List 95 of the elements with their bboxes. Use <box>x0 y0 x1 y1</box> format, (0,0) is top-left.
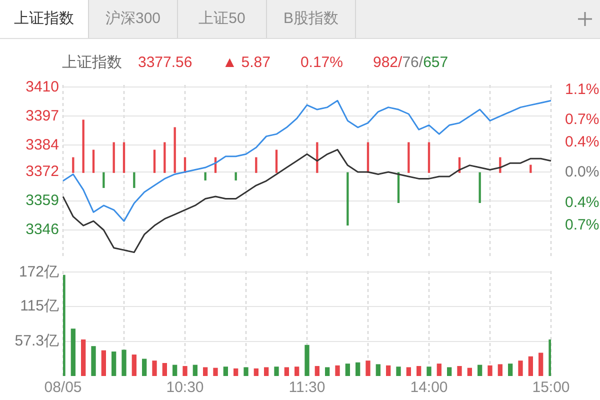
bar <box>426 366 432 376</box>
y-tick-label: 3372 <box>26 163 59 180</box>
bar <box>91 346 96 376</box>
bar <box>254 368 258 376</box>
bar <box>518 360 523 376</box>
text: 上证50 <box>178 0 267 38</box>
y-tick-label: 172亿 <box>18 263 59 280</box>
bar <box>408 142 410 173</box>
y-tick-label: 115亿 <box>20 298 59 315</box>
y2-tick-label: 1.1% <box>565 81 600 98</box>
bar <box>325 367 330 376</box>
bar <box>346 172 349 226</box>
bar <box>204 172 206 180</box>
bar <box>182 366 188 376</box>
text: 982/76/657 <box>373 54 448 70</box>
bar <box>223 366 228 376</box>
bar <box>255 157 258 173</box>
bar <box>112 352 116 376</box>
bar <box>376 364 380 376</box>
bar <box>386 365 391 376</box>
bar <box>81 339 86 376</box>
bar <box>274 366 279 376</box>
bar <box>264 367 269 376</box>
bar <box>467 368 472 376</box>
bar <box>366 360 370 376</box>
x-tick-label: 10:30 <box>166 379 204 396</box>
y-tick-label: 3346 <box>26 221 59 238</box>
x-tick-label: 14:00 <box>410 379 448 396</box>
bar <box>142 358 147 376</box>
bar <box>164 142 166 173</box>
y2-tick-label: 0.7% <box>565 111 600 128</box>
x-tick-label: 08/05 <box>44 379 82 396</box>
bar <box>162 363 167 376</box>
bar <box>335 365 340 376</box>
y2-tick-label: 0.0% <box>565 164 600 181</box>
bar <box>244 367 248 376</box>
y-tick-label: 3410 <box>26 78 59 96</box>
bar <box>447 367 452 376</box>
bar <box>416 366 422 376</box>
bar <box>132 354 136 376</box>
bar <box>498 364 502 376</box>
bar <box>314 366 320 376</box>
bar <box>72 157 74 173</box>
bar <box>70 328 76 376</box>
bar <box>92 150 95 173</box>
bar <box>101 350 106 376</box>
bar <box>203 367 208 376</box>
bar <box>294 366 300 376</box>
bar <box>102 172 105 188</box>
bar <box>457 366 462 376</box>
text: 3377.56 <box>138 54 192 70</box>
text: 沪深300 <box>89 0 178 38</box>
chart-title: 上证指数 <box>62 52 122 72</box>
bar <box>172 364 178 376</box>
y-tick-label: 3359 <box>26 192 59 210</box>
text: 0.17% <box>300 54 343 70</box>
bar <box>356 362 360 376</box>
bar <box>436 364 442 376</box>
bar <box>530 164 532 173</box>
bar <box>406 367 411 376</box>
bar <box>213 368 218 376</box>
bar <box>153 150 156 173</box>
y2-tick-label: 0.7% <box>565 216 600 234</box>
y-tick-label: 3397 <box>26 107 59 124</box>
bar <box>528 356 533 376</box>
bar <box>234 172 237 180</box>
bar <box>478 364 482 376</box>
x-tick-label: 15:00 <box>532 379 570 396</box>
bar <box>82 120 84 173</box>
bar <box>192 364 198 376</box>
bar <box>122 350 126 376</box>
bar <box>538 352 544 376</box>
bar <box>304 344 310 376</box>
bar <box>275 150 278 173</box>
bar <box>284 367 289 376</box>
bar <box>428 142 430 173</box>
bar <box>133 172 136 188</box>
bar <box>174 127 176 173</box>
y-tick-label: 3384 <box>26 136 59 154</box>
bar <box>122 142 126 173</box>
bar <box>488 365 492 376</box>
y-tick-label: 57.3亿 <box>14 332 59 350</box>
text: ▲ 5.87 <box>222 54 270 70</box>
bar <box>152 360 157 376</box>
y2-tick-label: 0.4% <box>565 134 600 151</box>
x-tick-label: 11:30 <box>288 379 326 396</box>
bar <box>508 364 513 376</box>
bar <box>396 366 401 376</box>
bar <box>478 172 481 203</box>
bar <box>112 142 115 173</box>
text: 上证指数 <box>0 0 89 38</box>
y2-tick-label: 0.4% <box>565 194 600 211</box>
text: B股指数 <box>267 0 356 38</box>
bar <box>234 368 238 376</box>
bar <box>345 364 350 376</box>
